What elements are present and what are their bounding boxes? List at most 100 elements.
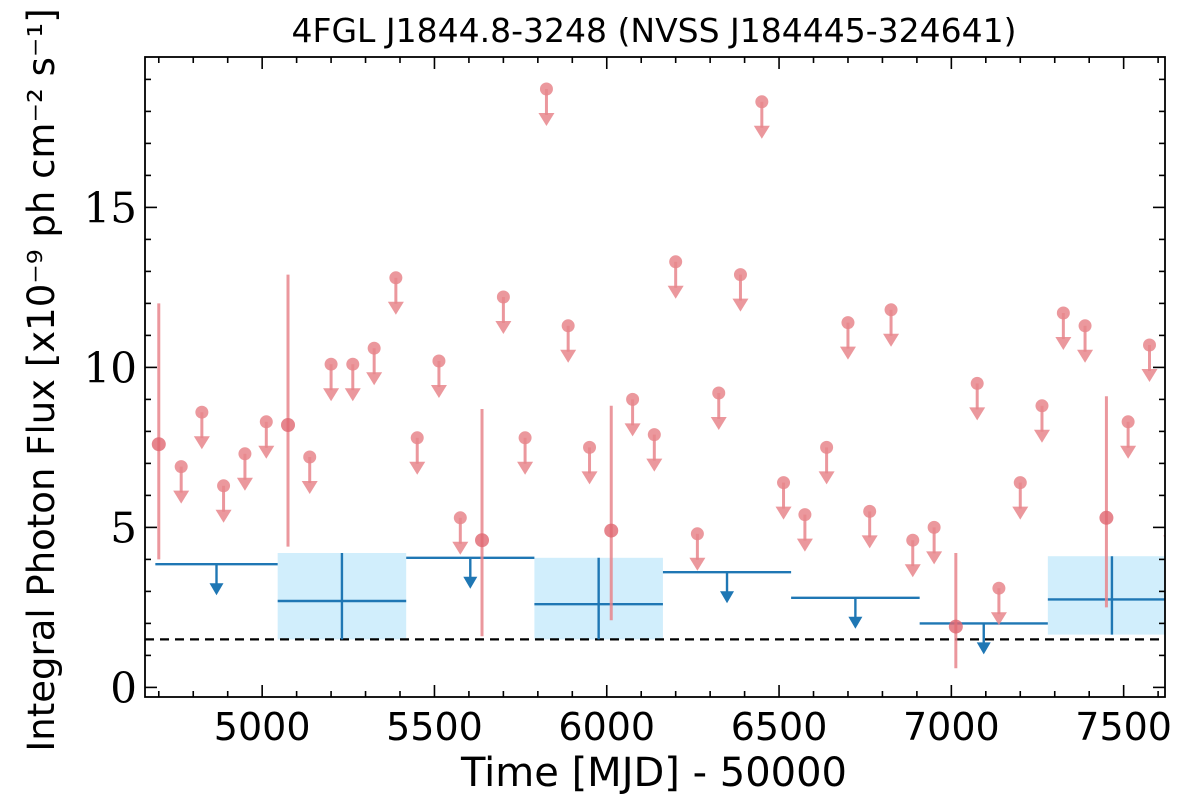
short-bin-upper-limit-arrow-30 <box>796 538 813 552</box>
short-bin-upper-limit-point-26 <box>712 386 726 400</box>
short-bin-upper-limit-point-36 <box>927 520 941 534</box>
short-bin-detection-point-44 <box>1099 510 1114 525</box>
short-bin-upper-limit-point-29 <box>777 476 791 490</box>
short-bin-upper-limit-arrow-40 <box>1012 506 1029 520</box>
short-bin-upper-limit-arrow-17 <box>517 461 534 475</box>
long-bin-upper-limit-arrow-2 <box>463 576 478 589</box>
short-bin-upper-limit-point-14 <box>453 511 467 525</box>
long-bin-upper-limit-arrow-4 <box>720 591 735 604</box>
short-bin-upper-limit-point-38 <box>970 376 984 390</box>
short-bin-upper-limit-point-35 <box>906 533 920 547</box>
short-bin-upper-limit-point-43 <box>1078 319 1092 333</box>
short-bin-upper-limit-arrow-3 <box>215 509 232 523</box>
long-bin-upper-limit-arrow-5 <box>848 616 863 629</box>
short-bin-detection-point-0 <box>151 437 166 452</box>
short-bin-upper-limit-arrow-4 <box>236 477 253 491</box>
plot-frame <box>144 56 1166 698</box>
short-bin-upper-limit-point-13 <box>432 354 446 368</box>
short-bin-upper-limit-point-22 <box>626 392 640 406</box>
short-bin-upper-limit-arrow-9 <box>344 388 361 402</box>
short-bin-upper-limit-point-39 <box>992 581 1006 595</box>
short-bin-upper-limit-arrow-41 <box>1033 429 1050 443</box>
short-bin-upper-limit-point-33 <box>863 504 877 518</box>
short-bin-upper-limit-arrow-46 <box>1141 369 1158 382</box>
short-bin-upper-limit-arrow-42 <box>1055 337 1072 350</box>
short-bin-upper-limit-arrow-26 <box>710 417 727 430</box>
short-bin-upper-limit-arrow-39 <box>990 612 1007 626</box>
short-bin-upper-limit-point-25 <box>690 527 704 541</box>
short-bin-upper-limit-point-20 <box>583 440 597 454</box>
short-bin-upper-limit-point-5 <box>259 415 273 429</box>
y-tick-label-0: 0 <box>110 663 137 712</box>
short-bin-upper-limit-arrow-23 <box>646 458 663 472</box>
x-tick-label-6000: 6000 <box>558 705 655 749</box>
short-bin-upper-limit-arrow-28 <box>753 125 770 139</box>
short-bin-upper-limit-point-12 <box>410 431 424 445</box>
short-bin-upper-limit-point-16 <box>496 290 510 304</box>
short-bin-upper-limit-point-18 <box>539 82 553 96</box>
short-bin-upper-limit-point-11 <box>389 271 403 285</box>
short-bin-upper-limit-arrow-31 <box>818 471 835 485</box>
short-bin-upper-limit-point-45 <box>1121 415 1135 429</box>
short-bin-upper-limit-point-28 <box>755 95 769 109</box>
short-bin-upper-limit-arrow-7 <box>301 481 318 494</box>
plot-area <box>145 82 1165 669</box>
short-bin-upper-limit-point-46 <box>1142 338 1156 352</box>
short-bin-detection-point-15 <box>475 533 490 548</box>
short-bin-upper-limit-arrow-14 <box>452 541 469 555</box>
short-bin-upper-limit-point-47 <box>1164 509 1165 514</box>
short-bin-upper-limit-arrow-38 <box>969 407 986 421</box>
short-bin-upper-limit-arrow-1 <box>173 490 190 504</box>
short-bin-upper-limit-point-8 <box>324 357 338 371</box>
x-tick-label-7000: 7000 <box>903 705 1000 749</box>
short-bin-upper-limit-arrow-29 <box>775 506 792 520</box>
short-bin-upper-limit-point-41 <box>1035 399 1049 413</box>
short-bin-upper-limit-arrow-10 <box>366 372 383 386</box>
short-bin-upper-limit-point-24 <box>669 255 683 269</box>
short-bin-upper-limit-arrow-25 <box>689 557 706 571</box>
short-bin-upper-limit-point-27 <box>733 268 747 282</box>
x-axis-label: Time [MJD] - 50000 <box>460 750 847 796</box>
y-tick-label-15: 15 <box>84 183 137 232</box>
short-bin-upper-limit-point-30 <box>798 508 812 522</box>
short-bin-upper-limit-point-10 <box>367 341 381 355</box>
short-bin-upper-limit-point-17 <box>518 431 532 445</box>
short-bin-upper-limit-point-31 <box>820 440 834 454</box>
short-bin-upper-limit-point-3 <box>217 479 231 493</box>
short-bin-upper-limit-point-9 <box>346 357 360 371</box>
short-bin-upper-limit-arrow-32 <box>839 346 856 360</box>
short-bin-upper-limit-arrow-35 <box>904 564 921 578</box>
short-bin-upper-limit-point-23 <box>647 428 661 442</box>
long-bin-upper-limit-arrow-6 <box>976 642 991 655</box>
short-bin-upper-limit-point-7 <box>303 450 317 464</box>
short-bin-upper-limit-arrow-24 <box>667 285 684 299</box>
short-bin-upper-limit-arrow-33 <box>861 535 878 549</box>
y-tick-label-10: 10 <box>84 343 137 392</box>
short-bin-upper-limit-arrow-22 <box>624 423 641 437</box>
short-bin-upper-limit-point-4 <box>238 447 252 461</box>
short-bin-upper-limit-point-2 <box>195 405 209 419</box>
short-bin-detection-point-21 <box>604 523 619 538</box>
short-bin-upper-limit-arrow-19 <box>560 349 577 363</box>
short-bin-upper-limit-arrow-2 <box>193 436 210 450</box>
long-bin-upper-limit-arrow-0 <box>209 583 224 596</box>
x-tick-label-7500: 7500 <box>1075 705 1172 749</box>
short-bin-upper-limit-arrow-43 <box>1077 349 1094 363</box>
axis-ticks: 5000 5500 6000 6500 7000 7500 0 5 10 15 <box>84 57 1172 749</box>
short-bin-upper-limit-arrow-20 <box>581 471 598 485</box>
short-bin-upper-limit-arrow-36 <box>926 551 943 565</box>
short-bin-upper-limit-arrow-11 <box>387 301 404 315</box>
short-bin-upper-limit-arrow-18 <box>538 113 555 126</box>
x-tick-label-5000: 5000 <box>214 705 311 749</box>
short-bin-detection-point-6 <box>281 418 296 432</box>
short-bin-upper-limit-point-42 <box>1056 306 1070 320</box>
short-bin-upper-limit-arrow-45 <box>1120 445 1137 459</box>
short-bin-upper-limit-point-34 <box>884 303 898 317</box>
short-bin-upper-limit-arrow-16 <box>495 321 512 334</box>
short-bin-upper-limit-arrow-8 <box>323 388 340 402</box>
y-axis-label: Integral Photon Flux [x10⁻⁹ ph cm⁻² s⁻¹] <box>20 8 63 751</box>
short-bin-upper-limit-point-1 <box>174 460 188 474</box>
short-bin-upper-limit-point-32 <box>841 316 855 330</box>
short-bin-upper-limit-arrow-34 <box>883 333 900 347</box>
